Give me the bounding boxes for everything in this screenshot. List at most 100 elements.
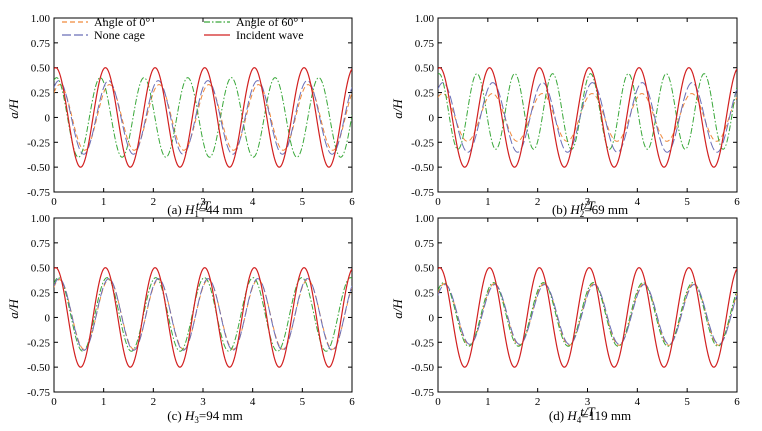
y-tick-label: 0 bbox=[429, 112, 435, 124]
y-tick-label: 0.75 bbox=[415, 38, 435, 50]
x-tick-label: 4 bbox=[635, 396, 641, 408]
y-tick-label: 0.50 bbox=[415, 63, 435, 75]
legend-label-incident: Incident wave bbox=[236, 28, 304, 42]
legend-label-angle60: Angle of 60° bbox=[236, 15, 298, 29]
series-line-none_cage bbox=[438, 82, 737, 153]
series-line-angle60 bbox=[438, 73, 737, 150]
caption-variable: H bbox=[569, 202, 580, 217]
y-tick-label: 1.00 bbox=[31, 213, 51, 225]
y-tick-label: 0.75 bbox=[31, 38, 51, 50]
series-group bbox=[438, 67, 737, 168]
caption-variable: H bbox=[184, 408, 195, 423]
panel-caption: (a) H1=44 mm bbox=[167, 202, 242, 219]
y-tick-label: -0.25 bbox=[27, 137, 50, 149]
x-tick-label: 3 bbox=[585, 196, 591, 208]
caption-subscript: 3 bbox=[194, 415, 199, 425]
x-tick-label: 6 bbox=[349, 396, 355, 408]
panel-caption: (d) H4=119 mm bbox=[549, 408, 631, 425]
caption-subscript: 2 bbox=[580, 209, 585, 219]
panel-caption: (b) H2=69 mm bbox=[552, 202, 628, 219]
caption-prefix: (c) bbox=[167, 408, 185, 423]
x-axis-label: t/T bbox=[580, 404, 595, 419]
y-tick-label: -0.75 bbox=[411, 387, 434, 399]
caption-subscript: 4 bbox=[577, 415, 582, 425]
panel-b: 1.000.750.500.250-0.25-0.50-0.750 1 2 3 4 5 6a… bbox=[390, 13, 740, 219]
x-tick-label: 4 bbox=[250, 396, 256, 408]
y-tick-label: 0 bbox=[429, 312, 435, 324]
caption-prefix: (a) bbox=[167, 202, 185, 217]
series-line-angle60 bbox=[438, 282, 737, 347]
x-tick-label: 5 bbox=[300, 196, 306, 208]
series-line-angle60 bbox=[54, 277, 352, 352]
series-line-angle0 bbox=[438, 93, 737, 142]
plot-frame bbox=[437, 217, 738, 393]
series-group bbox=[54, 267, 352, 368]
series-line-none_cage bbox=[438, 284, 737, 345]
series-line-incident bbox=[438, 267, 737, 368]
legend-label-none_cage: None cage bbox=[94, 28, 145, 42]
caption-prefix: (b) bbox=[552, 202, 570, 217]
panel-caption: (c) H3=94 mm bbox=[167, 408, 242, 425]
y-tick-label: -0.25 bbox=[27, 337, 50, 349]
y-tick-label: 0.25 bbox=[415, 288, 435, 300]
caption-variable: H bbox=[566, 408, 577, 423]
y-tick-label: 0.75 bbox=[415, 238, 435, 250]
x-tick-label: 4 bbox=[250, 196, 256, 208]
series-line-none_cage bbox=[54, 278, 352, 351]
x-tick-label: 2 bbox=[535, 396, 541, 408]
y-tick-label: -0.75 bbox=[411, 187, 434, 199]
caption-subscript: 1 bbox=[194, 209, 199, 219]
y-axis-label: a/H bbox=[6, 299, 21, 319]
series-line-incident bbox=[438, 67, 737, 168]
x-tick-label: 0 bbox=[51, 396, 57, 408]
x-tick-label: 0 bbox=[435, 396, 441, 408]
panel-d: 1.000.750.500.250-0.25-0.50-0.750 1 2 3 4 5 6a… bbox=[390, 213, 740, 425]
x-tick-label: 4 bbox=[635, 196, 641, 208]
y-tick-label: 0.75 bbox=[31, 238, 51, 250]
x-tick-label: 2 bbox=[535, 196, 541, 208]
y-tick-label: -0.25 bbox=[411, 137, 434, 149]
caption-value: =94 mm bbox=[199, 408, 243, 423]
series-line-none_cage bbox=[54, 80, 352, 155]
panel-c: 1.000.750.500.250-0.25-0.50-0.750 1 2 3 4 5 6a… bbox=[6, 213, 355, 425]
caption-value: =69 mm bbox=[584, 202, 628, 217]
x-tick-label: 5 bbox=[684, 396, 690, 408]
x-tick-label: 5 bbox=[684, 196, 690, 208]
panel-a: 1.000.750.500.250-0.25-0.50-0.750 1 2 3 4 5 6a… bbox=[6, 13, 355, 219]
x-axis-label: t/T bbox=[580, 198, 595, 213]
x-tick-label: 6 bbox=[734, 396, 740, 408]
y-tick-label: 0 bbox=[45, 312, 51, 324]
y-tick-label: -0.50 bbox=[27, 362, 50, 374]
legend: Angle of 0° Angle of 60° None cage Incident… bbox=[62, 15, 304, 42]
caption-variable: H bbox=[184, 202, 195, 217]
y-tick-label: 0 bbox=[45, 112, 51, 124]
y-axis-label: a/H bbox=[6, 99, 21, 119]
series-group bbox=[54, 67, 352, 168]
y-tick-label: 1.00 bbox=[415, 13, 435, 25]
y-tick-label: 1.00 bbox=[31, 13, 51, 25]
caption-prefix: (d) bbox=[549, 408, 567, 423]
caption-value: =44 mm bbox=[199, 202, 243, 217]
x-tick-label: 1 bbox=[485, 396, 491, 408]
x-tick-label: 2 bbox=[151, 196, 157, 208]
x-tick-label: 3 bbox=[585, 396, 591, 408]
y-tick-label: 0.50 bbox=[31, 263, 51, 275]
y-tick-label: -0.25 bbox=[411, 337, 434, 349]
y-tick-label: -0.50 bbox=[27, 162, 50, 174]
series-line-angle0 bbox=[54, 279, 352, 350]
x-tick-label: 5 bbox=[300, 396, 306, 408]
y-tick-label: -0.75 bbox=[27, 387, 50, 399]
y-tick-label: 0.25 bbox=[31, 288, 51, 300]
series-line-angle60 bbox=[54, 77, 352, 158]
x-tick-label: 2 bbox=[151, 396, 157, 408]
y-tick-label: 0.50 bbox=[31, 63, 51, 75]
series-line-angle0 bbox=[438, 283, 737, 346]
y-tick-label: 0.50 bbox=[415, 263, 435, 275]
x-tick-label: 1 bbox=[101, 396, 107, 408]
y-axis-label: a/H bbox=[390, 99, 405, 119]
x-tick-label: 1 bbox=[101, 196, 107, 208]
y-tick-label: -0.50 bbox=[411, 162, 434, 174]
y-tick-label: 0.25 bbox=[415, 88, 435, 100]
series-group bbox=[438, 267, 737, 368]
